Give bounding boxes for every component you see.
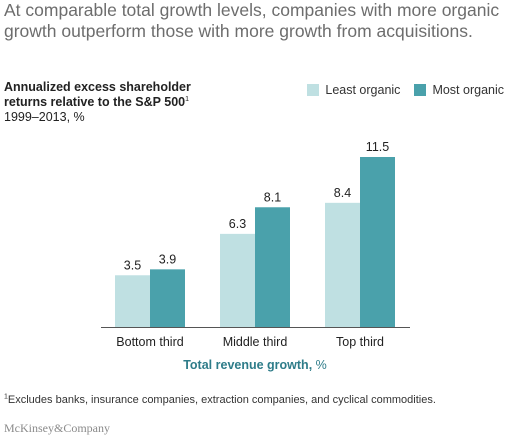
data-label-top-third-most-organic: 11.5 — [366, 140, 389, 154]
bar-bottom-third-least-organic — [115, 275, 150, 327]
footnote-marker: 1 — [4, 393, 8, 401]
legend-label-least-organic: Least organic — [325, 83, 401, 97]
footnote-text: Excludes banks, insurance companies, ext… — [7, 394, 436, 406]
bar-bottom-third-most-organic — [150, 269, 185, 327]
bar-top-third-least-organic — [325, 202, 360, 327]
subtitle-line-2: returns relative to the S&P 5001 — [4, 95, 304, 110]
x-tick-label-top-third: Top third — [336, 335, 384, 349]
footnote: 1Excludes banks, insurance companies, ex… — [4, 393, 509, 406]
legend-label-most-organic: Most organic — [432, 83, 504, 97]
data-label-middle-third-most-organic: 8.1 — [264, 190, 281, 204]
data-label-bottom-third-most-organic: 3.9 — [159, 252, 176, 266]
chart-subtitle: Annualized excess shareholder returns re… — [4, 80, 304, 125]
brand-logo-text: McKinsey&Company — [4, 421, 110, 435]
legend-swatch-most-organic — [414, 84, 427, 96]
data-label-middle-third-least-organic: 6.3 — [229, 217, 246, 231]
x-tick-label-middle-third: Middle third — [223, 335, 288, 349]
bar-middle-third-most-organic — [255, 207, 290, 327]
legend-item-least-organic: Least organic — [307, 83, 400, 97]
x-axis-title: Total revenue growth, % — [0, 358, 510, 372]
x-tick-label-bottom-third: Bottom third — [116, 335, 183, 349]
subtitle-line-1: Annualized excess shareholder — [4, 80, 191, 94]
chart-legend: Least organic Most organic — [293, 83, 504, 97]
bar-top-third-most-organic — [360, 157, 395, 327]
legend-item-most-organic: Most organic — [414, 83, 504, 97]
subtitle-line-2-text: returns relative to the S&P 500 — [4, 95, 186, 109]
bar-middle-third-least-organic — [220, 233, 255, 327]
chart-headline: At comparable total growth levels, compa… — [4, 0, 500, 41]
subtitle-footnote-marker: 1 — [185, 95, 189, 103]
x-axis-title-unit: % — [312, 358, 327, 372]
x-axis-title-bold: Total revenue growth, — [183, 358, 313, 372]
subtitle-period: 1999–2013, % — [4, 110, 85, 124]
data-label-bottom-third-least-organic: 3.5 — [124, 258, 141, 272]
legend-swatch-least-organic — [307, 84, 320, 96]
data-label-top-third-least-organic: 8.4 — [334, 186, 351, 200]
